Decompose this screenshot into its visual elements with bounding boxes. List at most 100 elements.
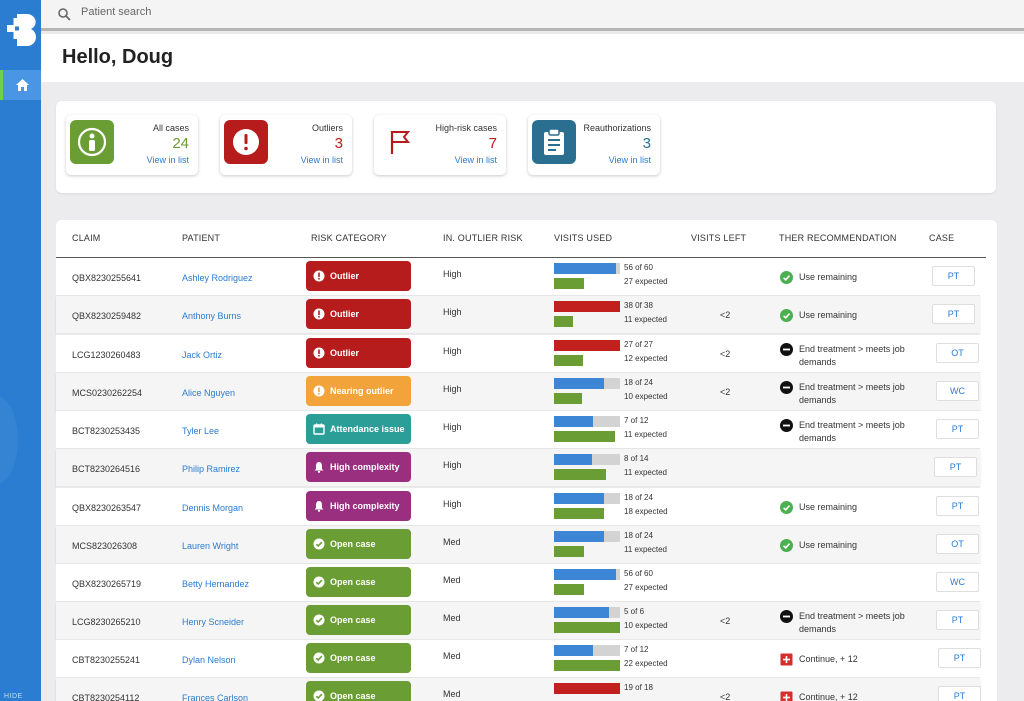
app-logo[interactable] — [0, 0, 41, 58]
recommendation-text: Continue, + 12 — [799, 654, 858, 664]
patient-link[interactable]: Ashley Rodriguez — [182, 273, 253, 283]
patient-link[interactable]: Philip Ramirez — [182, 464, 241, 474]
recommendation: End treatment > meets job demands — [780, 381, 920, 407]
col-header-patient[interactable]: PATIENT — [182, 233, 221, 243]
case-type-button[interactable]: PT — [936, 496, 979, 516]
card-high-risk[interactable]: High-risk cases 7 View in list — [374, 115, 506, 175]
risk-category-label: Attendance issue — [330, 424, 405, 434]
patient-link[interactable]: Betty Hernandez — [182, 579, 250, 589]
visits-used-track — [554, 378, 620, 389]
table-row[interactable]: QBX8230263547 Dennis Morgan High complexit… — [56, 488, 980, 526]
card-label: Outliers — [311, 123, 343, 133]
case-type-button[interactable]: OT — [936, 343, 979, 363]
case-type-button[interactable]: PT — [936, 610, 979, 630]
table-row[interactable]: MCS0230262254 Alice Nguyen Nearing outlier… — [56, 373, 980, 411]
visits-bar-group — [554, 416, 620, 446]
visits-bar-group — [554, 569, 620, 599]
stop-icon — [780, 419, 793, 432]
patient-link[interactable]: Alice Nguyen — [182, 388, 236, 398]
col-header-case[interactable]: CASE — [929, 233, 955, 243]
visits-used-text: 8 of 14 — [624, 454, 649, 463]
card-reauthorizations[interactable]: Reauthorizations 3 View in list — [528, 115, 660, 175]
risk-category-label: Open case — [330, 653, 376, 663]
alert-icon — [313, 385, 325, 397]
case-type-button[interactable]: PT — [938, 686, 981, 701]
col-header-visits-used[interactable]: VISITS USED — [554, 233, 613, 243]
patient-link[interactable]: Dylan Nelson — [182, 655, 236, 665]
patient-link[interactable]: Dennis Morgan — [182, 503, 244, 513]
visits-used-track — [554, 531, 620, 542]
table-row[interactable]: QBX8230255641 Ashley Rodriguez Outlier High… — [56, 258, 980, 296]
visits-expected-bar — [554, 355, 583, 366]
view-in-list-link[interactable]: View in list — [300, 155, 343, 165]
visits-expected-text: 11 expected — [624, 545, 667, 554]
card-outliers[interactable]: Outliers 3 View in list — [220, 115, 352, 175]
risk-category-label: Outlier — [330, 271, 360, 281]
visits-expected-bar — [554, 316, 573, 327]
table-row[interactable]: QBX8230259482 Anthony Burns Outlier High 38 … — [56, 296, 980, 334]
table-row[interactable]: LCG8230265210 Henry Scneider Open case Med 5… — [56, 602, 980, 640]
visits-bar-group — [554, 493, 620, 523]
view-in-list-link[interactable]: View in list — [454, 155, 497, 165]
visits-bar-group — [554, 263, 620, 293]
visits-used-track — [554, 416, 620, 427]
visits-bar-group — [554, 683, 620, 701]
case-type-button[interactable]: PT — [934, 457, 977, 477]
visits-bar-group — [554, 340, 620, 370]
patient-link[interactable]: Jack Ortiz — [182, 350, 223, 360]
visits-expected-text: 22 expected — [624, 659, 668, 668]
visits-used-text: 38 0f 38 — [624, 301, 653, 310]
card-all-cases[interactable]: All cases 24 View in list — [66, 115, 198, 175]
risk-category-badge: High complexity — [306, 491, 411, 521]
sidebar: HIDE — [0, 0, 41, 701]
alert-icon — [313, 308, 325, 320]
case-type-button[interactable]: PT — [936, 419, 979, 439]
outlier-risk-level: High — [443, 499, 462, 509]
patient-link[interactable]: Henry Scneider — [182, 617, 245, 627]
case-type-button[interactable]: PT — [932, 304, 975, 324]
visits-used-track — [554, 263, 620, 274]
nav-home[interactable] — [0, 70, 41, 100]
patient-search-input[interactable] — [81, 6, 481, 18]
col-header-visits-left[interactable]: VISITS LEFT — [691, 233, 747, 243]
table-row[interactable]: CBT8230254112 Frances Carlson Open case Med… — [56, 678, 981, 701]
table-row[interactable]: CBT8230255241 Dylan Nelson Open case Med 7 o… — [56, 640, 981, 678]
visits-used-track — [554, 645, 620, 656]
visits-left-value: <2 — [720, 310, 731, 320]
recommendation: Use remaining — [780, 501, 920, 514]
visits-used-bar — [554, 531, 604, 542]
col-header-outlier-risk[interactable]: IN. OUTLIER RISK — [443, 233, 523, 243]
recommendation-text: End treatment > meets job demands — [799, 611, 905, 634]
col-header-risk-category[interactable]: RISK CATEGORY — [311, 233, 387, 243]
recommendation: Continue, + 12 — [780, 653, 920, 666]
recommendation-text: End treatment > meets job demands — [799, 420, 905, 443]
table-row[interactable]: MCS823026308 Lauren Wright Open case Med 18 … — [56, 526, 980, 564]
table-row[interactable]: BCT8230253435 Tyler Lee Attendance issue Hi… — [56, 411, 980, 449]
patient-link[interactable]: Tyler Lee — [182, 426, 220, 436]
col-header-claim[interactable]: CLAIM — [72, 233, 101, 243]
view-in-list-link[interactable]: View in list — [608, 155, 651, 165]
patient-link[interactable]: Frances Carlson — [182, 693, 249, 701]
hide-sidebar-button[interactable]: HIDE — [4, 693, 23, 700]
view-in-list-link[interactable]: View in list — [146, 155, 189, 165]
table-row[interactable]: LCG1230260483 Jack Ortiz Outlier High 27 of … — [56, 335, 980, 373]
patient-link[interactable]: Lauren Wright — [182, 541, 239, 551]
visits-expected-text: 10 expected — [624, 392, 668, 401]
risk-category-badge: High complexity — [306, 452, 411, 482]
case-type-button[interactable]: PT — [932, 266, 975, 286]
visits-used-text: 19 of 18 — [624, 683, 653, 692]
case-type-button[interactable]: OT — [936, 534, 979, 554]
recommendation: Continue, + 12 — [780, 691, 920, 701]
risk-category-label: High complexity — [330, 501, 400, 511]
case-type-button[interactable]: PT — [938, 648, 981, 668]
case-type-button[interactable]: WC — [936, 572, 979, 592]
table-row[interactable]: BCT8230264516 Philip Ramirez High complexi… — [56, 449, 980, 487]
col-header-recommendation[interactable]: THER RECOMMENDATION — [779, 233, 897, 243]
flag-icon — [378, 120, 422, 164]
claim-id: LCG1230260483 — [72, 350, 141, 360]
outlier-risk-level: High — [443, 269, 462, 279]
case-type-button[interactable]: WC — [936, 381, 979, 401]
claim-id: QBX8230263547 — [72, 503, 142, 513]
table-row[interactable]: QBX8230265719 Betty Hernandez Open case Med… — [56, 564, 980, 602]
patient-link[interactable]: Anthony Burns — [182, 311, 242, 321]
